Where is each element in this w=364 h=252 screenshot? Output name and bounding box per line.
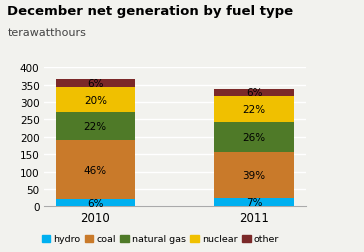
Text: 22%: 22% <box>242 104 266 114</box>
Bar <box>56 80 135 88</box>
Bar <box>56 199 135 207</box>
Text: 6%: 6% <box>246 88 262 98</box>
Text: December net generation by fuel type: December net generation by fuel type <box>7 5 293 18</box>
Text: terawatthours: terawatthours <box>7 28 86 38</box>
Text: 26%: 26% <box>242 133 266 143</box>
Text: 7%: 7% <box>246 198 262 207</box>
Text: 39%: 39% <box>242 171 266 181</box>
Bar <box>214 198 294 207</box>
Bar <box>214 122 294 153</box>
Bar <box>214 97 294 122</box>
Bar <box>56 113 135 141</box>
Text: 6%: 6% <box>87 198 103 208</box>
Text: 6%: 6% <box>87 79 103 89</box>
Bar <box>214 89 294 97</box>
Legend: hydro, coal, natural gas, nuclear, other: hydro, coal, natural gas, nuclear, other <box>38 231 282 247</box>
Text: 46%: 46% <box>84 165 107 175</box>
Bar <box>56 141 135 199</box>
Text: 22%: 22% <box>84 122 107 132</box>
Bar <box>214 153 294 198</box>
Text: 20%: 20% <box>84 96 107 105</box>
Bar <box>56 88 135 113</box>
